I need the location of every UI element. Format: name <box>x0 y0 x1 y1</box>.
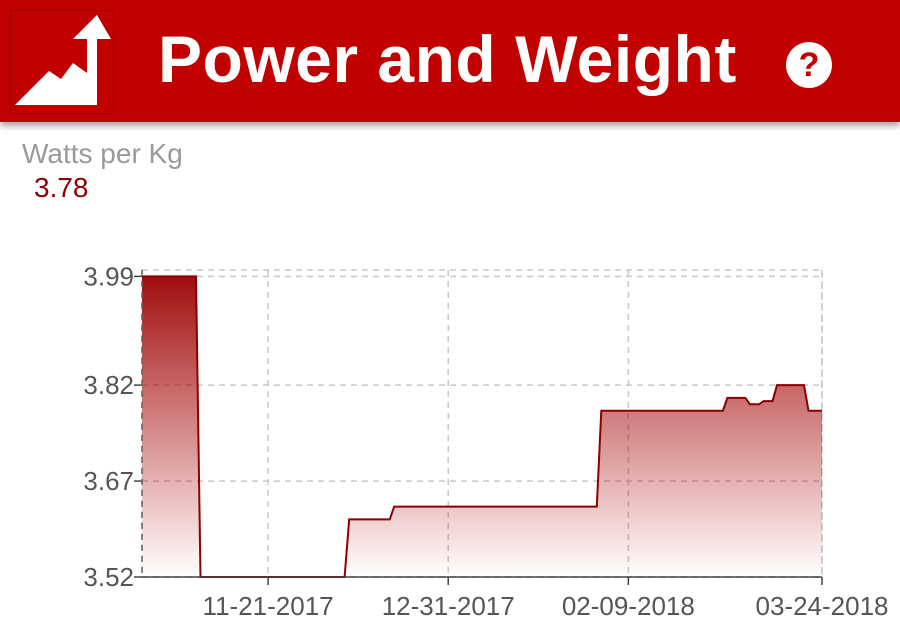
x-tick-label: 02-09-2018 <box>562 591 695 621</box>
series-area-fill <box>142 276 822 577</box>
metric-value: 3.78 <box>34 172 89 203</box>
app-logo[interactable] <box>10 10 114 114</box>
help-button[interactable]: ? <box>786 42 832 88</box>
app-header: Power and Weight ? <box>0 0 900 122</box>
y-tick-label: 3.99 <box>83 261 134 291</box>
page-title: Power and Weight <box>158 22 737 96</box>
y-tick-label: 3.82 <box>83 370 134 400</box>
trending-up-mountain-icon <box>15 15 111 105</box>
help-icon: ? <box>798 46 820 84</box>
x-tick-label: 12-31-2017 <box>382 591 515 621</box>
x-tick-label: 03-24-2018 <box>756 591 889 621</box>
metric-label: Watts per Kg <box>22 138 183 169</box>
y-tick-label: 3.67 <box>83 466 134 496</box>
chart-axes <box>134 270 823 585</box>
chart-labels: 3.99 3.82 3.67 3.52 11-21-2017 12-31-2017 02-0… <box>83 261 888 621</box>
x-tick-label: 11-21-2017 <box>203 591 334 621</box>
watts-per-kg-chart[interactable]: 3.99 3.82 3.67 3.52 11-21-2017 12-31-2017 02-0… <box>0 240 900 630</box>
series-line <box>142 275 822 578</box>
chart-area <box>142 275 822 578</box>
y-tick-label: 3.52 <box>83 562 134 592</box>
